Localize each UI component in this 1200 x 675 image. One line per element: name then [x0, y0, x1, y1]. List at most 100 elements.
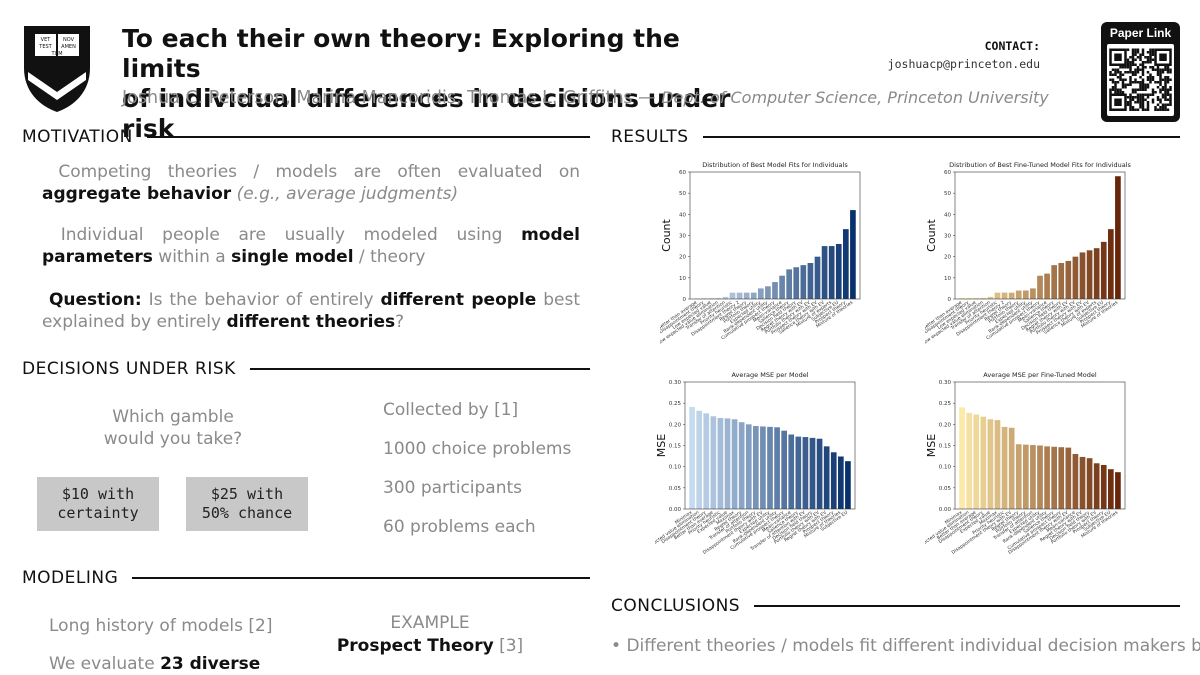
- y-tick-label: 0.10: [939, 465, 952, 471]
- y-tick-label: 0.15: [669, 444, 682, 450]
- bar: [1008, 427, 1015, 509]
- section-modeling: MODELING: [22, 567, 590, 589]
- bar: [786, 269, 792, 299]
- bar: [821, 246, 828, 299]
- affiliation: Dept. of Computer Science, Princeton Uni…: [661, 88, 1049, 107]
- y-tick-label: 0.10: [669, 465, 682, 471]
- bar: [802, 437, 809, 509]
- bar: [738, 422, 745, 509]
- bar: [980, 297, 987, 299]
- bar: [781, 430, 787, 509]
- y-tick-label: 0.00: [669, 507, 682, 513]
- bar: [959, 297, 965, 299]
- y-tick-label: 60: [944, 170, 951, 176]
- bar: [1058, 447, 1065, 509]
- modeling-history: Long history of models [2]: [49, 616, 273, 636]
- bar: [823, 446, 830, 509]
- chart-title: Distribution of Best Model Fits for Indi…: [702, 161, 848, 169]
- svg-text:NOV: NOV: [63, 37, 75, 43]
- bar: [722, 296, 729, 299]
- section-conclusions: CONCLUSIONS: [611, 595, 1180, 617]
- qr-code-icon: [1107, 44, 1174, 116]
- bar: [959, 407, 965, 509]
- y-tick-label: 0: [683, 297, 687, 303]
- bar: [753, 426, 759, 509]
- chart-title: Average MSE per Model: [731, 372, 808, 379]
- bar: [689, 406, 695, 509]
- plot-frame: [954, 381, 1126, 510]
- y-tick-label: 10: [944, 276, 951, 282]
- bar: [694, 297, 700, 299]
- bar: [807, 263, 814, 299]
- section-results: RESULTS: [611, 126, 1180, 148]
- section-motivation: MOTIVATION: [22, 126, 590, 148]
- bar: [980, 416, 987, 509]
- dataset-fact: 1000 choice problems: [383, 439, 572, 459]
- section-title: MOTIVATION: [22, 127, 133, 147]
- chart-mse-per-finetuned-model: Average MSE per Fine-Tuned Model MSE 0.00 0…: [925, 372, 1126, 556]
- bar: [795, 436, 802, 509]
- bar: [973, 414, 980, 509]
- bar: [1115, 176, 1121, 299]
- bar: [1108, 469, 1114, 509]
- example-label: EXAMPLE: [390, 613, 470, 633]
- bar: [966, 297, 972, 299]
- bar: [724, 418, 731, 509]
- y-tick-label: 40: [944, 212, 951, 218]
- bar: [966, 412, 972, 509]
- bar: [758, 288, 764, 299]
- bar: [809, 437, 816, 509]
- bar: [1023, 444, 1029, 509]
- section-decisions-under-risk: DECISIONS UNDER RISK: [22, 358, 590, 380]
- gamble-option-risky[interactable]: $25 with 50% chance: [186, 477, 308, 531]
- bar: [1015, 290, 1022, 299]
- chart-mse-per-model: Average MSE per Model MSE 0.00 0.05 0.10 0.15…: [655, 372, 856, 556]
- motivation-question: Question: Is the behavior of entirely di…: [42, 290, 580, 332]
- y-tick-label: 10: [679, 276, 686, 282]
- y-tick-label: 0.05: [939, 486, 952, 492]
- bar: [708, 297, 715, 299]
- section-title: DECISIONS UNDER RISK: [22, 359, 236, 379]
- bar: [1030, 445, 1036, 509]
- y-tick-label: 50: [944, 191, 951, 197]
- bar: [1072, 453, 1079, 509]
- bar: [1023, 290, 1029, 299]
- bar: [1086, 458, 1093, 509]
- bar: [1044, 446, 1050, 509]
- y-tick-label: 0: [948, 297, 952, 303]
- bar: [736, 292, 743, 299]
- bar: [1115, 472, 1121, 509]
- y-tick-label: 0.05: [669, 486, 682, 492]
- bar: [830, 452, 837, 509]
- chart-title: Average MSE per Fine-Tuned Model: [983, 372, 1097, 379]
- y-axis-label: Count: [925, 218, 938, 251]
- bar: [793, 267, 800, 299]
- bar: [767, 426, 773, 509]
- y-tick-label: 40: [679, 212, 686, 218]
- y-tick-label: 20: [679, 255, 686, 261]
- contact-label: CONTACT:: [984, 39, 1040, 53]
- bar: [814, 256, 821, 299]
- dataset-fact: Collected by [1]: [383, 400, 519, 420]
- bar: [828, 246, 835, 299]
- bar: [835, 243, 842, 299]
- example-model: Prospect Theory [3]: [336, 636, 524, 656]
- y-tick-label: 20: [944, 255, 951, 261]
- bar: [1044, 273, 1050, 299]
- plot-frame: [684, 381, 856, 510]
- bar: [1065, 447, 1072, 509]
- motivation-paragraph-1: Competing theories / models are often ev…: [42, 162, 580, 204]
- section-title: CONCLUSIONS: [611, 596, 741, 616]
- bar: [731, 419, 738, 509]
- conclusion-bullet: • Different theories / models fit differ…: [611, 636, 1200, 656]
- y-tick-label: 0.25: [939, 401, 952, 407]
- plot-frame: [689, 171, 861, 300]
- bar: [774, 427, 780, 509]
- y-tick-label: 0.15: [939, 444, 952, 450]
- bar: [703, 413, 710, 509]
- bar: [987, 296, 994, 299]
- gamble-option-certain[interactable]: $10 with certainty: [37, 477, 159, 531]
- paper-link-qr[interactable]: Paper Link: [1101, 22, 1180, 122]
- bar: [743, 292, 750, 299]
- contact-email-link[interactable]: joshuacp@princeton.edu: [887, 57, 1040, 71]
